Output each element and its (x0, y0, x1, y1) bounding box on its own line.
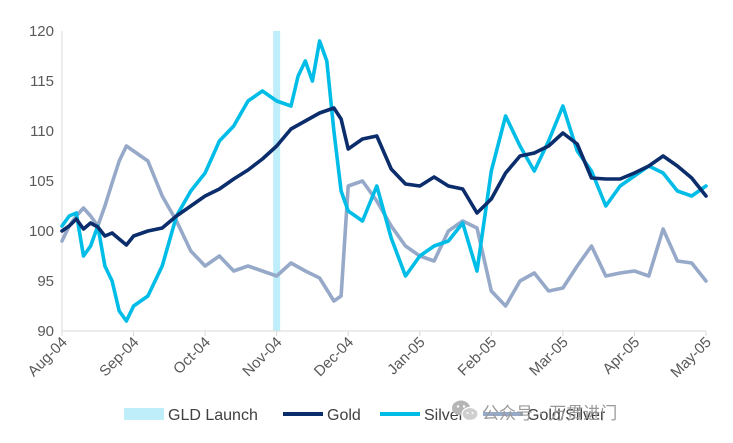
series-line-gold-silver (60, 144, 708, 308)
legend-label-gold: Gold (327, 407, 361, 424)
watermark: 公众号 · 万贯进门 (452, 400, 617, 424)
legend-swatch-gld-launch (124, 408, 164, 420)
series-line-gold (60, 106, 708, 247)
x-tick-label: Mar-05 (526, 334, 572, 380)
y-tick-label: 90 (37, 323, 54, 340)
x-tick-label: Oct-04 (170, 334, 214, 378)
x-tick-label: Feb-05 (455, 334, 501, 380)
legend-label-gld-launch: GLD Launch (168, 407, 258, 424)
wechat-icon (452, 400, 479, 422)
y-tick-label: 110 (30, 123, 54, 140)
x-tick-label: Sep-04 (96, 334, 142, 380)
x-tick-label: May-05 (667, 334, 714, 381)
x-tick-label: Jan-05 (384, 334, 428, 378)
legend: GLD Launch Gold Silver Gold/Silver (124, 407, 606, 424)
gld-launch-band (273, 31, 281, 331)
y-tick-label: 100 (29, 223, 54, 240)
x-tick-label: Aug-04 (25, 334, 71, 380)
series-line-silver (60, 39, 708, 323)
watermark-text: 公众号 · 万贯进门 (482, 404, 617, 424)
y-tick-label: 105 (29, 173, 54, 190)
y-tick-label: 95 (37, 273, 54, 290)
legend-label-gold-silver: Gold/Silver (527, 407, 606, 424)
x-tick-label: Apr-05 (599, 334, 643, 378)
y-tick-label: 120 (29, 23, 54, 40)
x-tick-label: Nov-04 (239, 334, 285, 380)
x-tick-label: Dec-04 (311, 334, 357, 380)
y-tick-label: 115 (30, 73, 54, 90)
